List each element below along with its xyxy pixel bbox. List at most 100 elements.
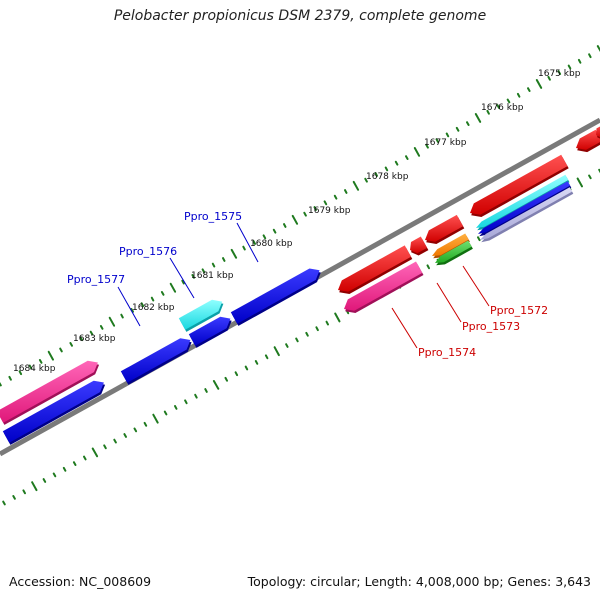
minor-tick xyxy=(384,166,389,172)
gene-orange-1573[interactable] xyxy=(432,233,469,257)
accession-text: Accession: NC_008609 xyxy=(9,574,152,589)
minor-tick xyxy=(598,168,600,174)
minor-tick xyxy=(123,433,127,438)
minor-tick xyxy=(133,427,138,433)
minor-tick xyxy=(405,155,409,160)
gene-label-ppro-1576[interactable]: Ppro_1576 xyxy=(119,245,177,258)
gene-label-ppro-1577[interactable]: Ppro_1577 xyxy=(67,273,125,286)
kbp-label-1681: 1681 kbp xyxy=(191,271,234,281)
minor-tick xyxy=(486,109,490,115)
minor-tick xyxy=(234,371,239,377)
gene-cyan-1576[interactable] xyxy=(178,299,223,330)
minor-tick xyxy=(527,87,531,92)
gene-blue-1575[interactable] xyxy=(230,268,320,324)
kbp-label-1684: 1684 kbp xyxy=(13,364,56,374)
minor-tick xyxy=(333,194,338,200)
major-tick xyxy=(152,413,159,424)
minor-tick xyxy=(344,189,348,194)
major-tick xyxy=(596,45,600,53)
gene-label-ppro-1572[interactable]: Ppro_1572 xyxy=(490,304,548,317)
gene-red-c[interactable] xyxy=(425,214,464,242)
minor-tick xyxy=(72,461,77,466)
leader-line-ppro-1576 xyxy=(169,257,195,299)
major-tick xyxy=(413,147,421,157)
minor-tick xyxy=(150,296,155,302)
gene-pink-left[interactable] xyxy=(0,360,98,423)
minor-tick xyxy=(496,104,501,109)
gene-lav[interactable] xyxy=(480,187,573,240)
minor-tick xyxy=(204,388,208,393)
minor-tick xyxy=(295,337,299,343)
gene-red-e[interactable] xyxy=(576,129,600,150)
minor-tick xyxy=(588,53,592,59)
gene-blue-1577[interactable] xyxy=(120,338,191,383)
minor-tick xyxy=(130,308,134,313)
gene-red-a[interactable] xyxy=(338,245,412,292)
minor-tick xyxy=(42,478,47,483)
minor-tick xyxy=(83,455,87,461)
minor-tick xyxy=(323,200,328,206)
kbp-label-1676: 1676 kbp xyxy=(481,103,524,113)
kbp-label-1679: 1679 kbp xyxy=(308,206,351,216)
leader-line-ppro-1573 xyxy=(436,282,462,323)
minor-tick xyxy=(2,500,6,506)
minor-tick xyxy=(313,206,317,211)
gene-label-ppro-1573[interactable]: Ppro_1573 xyxy=(462,320,520,333)
minor-tick xyxy=(242,245,246,251)
major-tick xyxy=(230,248,238,259)
minor-tick xyxy=(567,64,572,70)
minor-tick xyxy=(262,234,267,240)
minor-tick xyxy=(303,211,307,217)
gene-blue-left[interactable] xyxy=(2,380,104,443)
minor-tick xyxy=(394,160,399,166)
gene-blue-1572[interactable] xyxy=(478,181,571,234)
map-title: Pelobacter propionicus DSM 2379, complet… xyxy=(113,8,487,24)
gene-green[interactable] xyxy=(435,240,472,264)
major-tick xyxy=(291,214,299,225)
genome-summary-text: Topology: circular; Length: 4,008,000 bp… xyxy=(247,574,591,589)
minor-tick xyxy=(466,121,470,126)
gene-pink-1574[interactable] xyxy=(344,261,423,311)
kbp-label-1675: 1675 kbp xyxy=(538,69,581,79)
minor-tick xyxy=(272,228,277,234)
minor-tick xyxy=(588,174,592,180)
gene-red-f[interactable] xyxy=(596,124,600,138)
gene-cyan-1572[interactable] xyxy=(476,174,569,228)
minor-tick xyxy=(59,347,63,353)
minor-tick xyxy=(79,336,84,342)
gene-label-group: Ppro_1575 Ppro_1576 Ppro_1577 Ppro_1572 … xyxy=(67,210,548,359)
minor-tick xyxy=(315,326,319,332)
gene-label-ppro-1575[interactable]: Ppro_1575 xyxy=(184,210,242,223)
minor-tick xyxy=(194,393,198,399)
minor-tick xyxy=(547,75,551,81)
minor-tick xyxy=(254,360,259,365)
kbp-label-1682: 1682 kbp xyxy=(132,303,175,313)
minor-tick xyxy=(264,354,269,360)
leader-line-ppro-1574 xyxy=(391,307,418,349)
minor-tick xyxy=(38,359,43,364)
gene-red-b[interactable] xyxy=(410,236,428,254)
minor-tick xyxy=(426,264,430,270)
minor-tick xyxy=(477,236,481,242)
minor-tick xyxy=(201,268,206,274)
minor-tick xyxy=(224,376,228,382)
minor-tick xyxy=(89,330,94,336)
minor-tick xyxy=(364,177,368,183)
major-tick xyxy=(31,481,38,492)
major-tick xyxy=(535,79,543,89)
minor-tick xyxy=(12,495,16,500)
gene-blue-mid[interactable] xyxy=(188,316,231,346)
minor-tick xyxy=(435,138,440,143)
gene-label-ppro-1574[interactable]: Ppro_1574 xyxy=(418,346,476,359)
minor-tick xyxy=(191,274,195,279)
major-tick xyxy=(352,180,360,191)
major-tick xyxy=(108,316,116,327)
leader-line-ppro-1575 xyxy=(236,222,259,263)
gene-red-d[interactable] xyxy=(470,154,568,215)
minor-tick xyxy=(374,172,378,177)
minor-tick xyxy=(99,325,104,330)
minor-tick xyxy=(160,291,165,296)
minor-tick xyxy=(28,364,33,370)
minor-tick xyxy=(69,342,73,347)
major-tick xyxy=(273,346,280,357)
